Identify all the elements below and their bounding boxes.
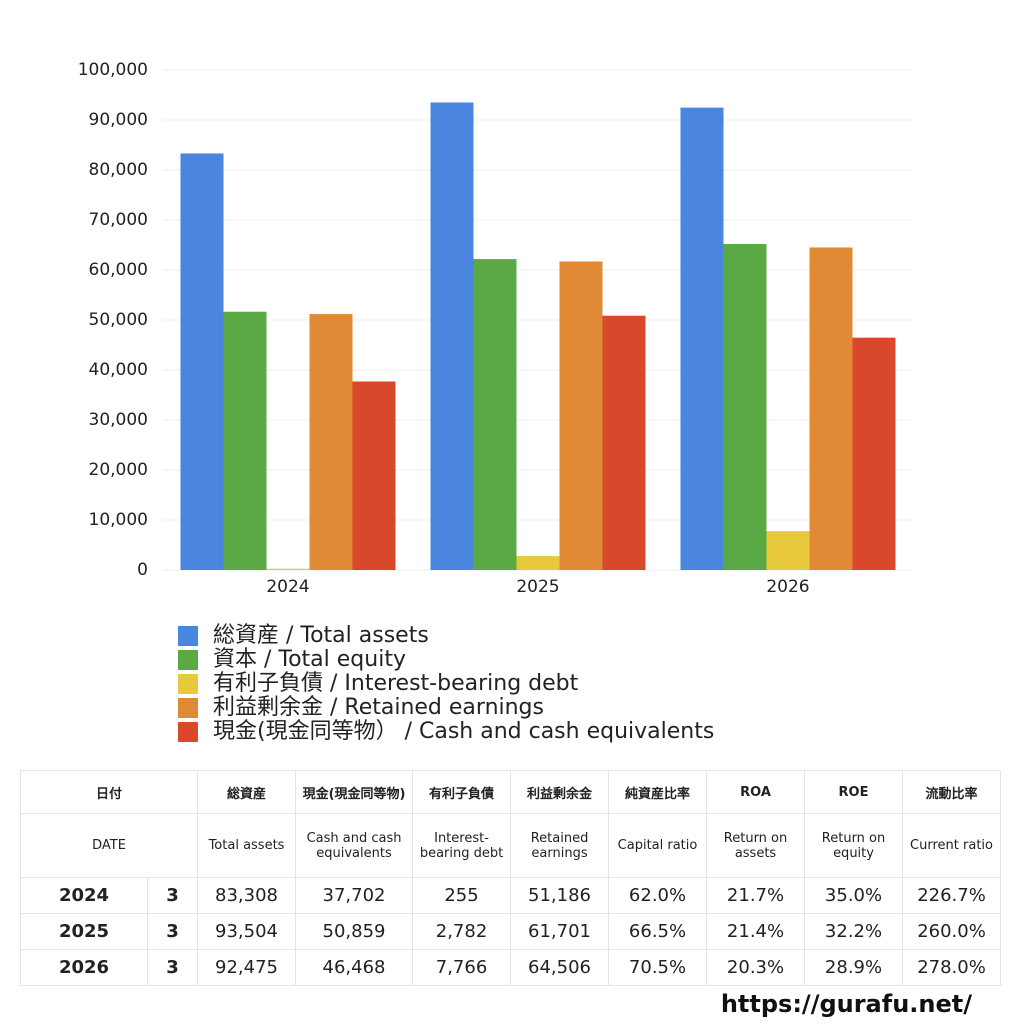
- table-cell: 32.2%: [804, 913, 904, 950]
- y-tick-label: 40,000: [89, 360, 148, 380]
- bar: [766, 531, 810, 570]
- legend-label: 資本 / Total equity: [213, 647, 406, 672]
- bar: [602, 315, 646, 570]
- table-cell: Capital ratio: [608, 813, 708, 878]
- y-tick-label: 60,000: [89, 260, 148, 280]
- legend-swatch: [178, 698, 198, 718]
- table-cell: 37,702: [295, 877, 414, 914]
- bar: [266, 568, 310, 570]
- table-cell: 46,468: [295, 949, 414, 986]
- table-cell: 3: [146, 913, 199, 950]
- table-cell: 2,782: [412, 913, 512, 950]
- data-table: 日付 総資産 現金(現金同等物) 有利子負債 利益剰余金 純資産比率 ROA ROE 流動比率 D…: [19, 770, 1002, 986]
- legend-label: 現金(現金同等物） / Cash and cash equivalents: [213, 719, 714, 744]
- bar: [473, 259, 517, 570]
- table-cell: 255: [412, 877, 512, 914]
- table-cell: 21.4%: [706, 913, 806, 950]
- table-cell: 2025: [20, 913, 148, 950]
- legend-label: 有利子負債 / Interest-bearing debt: [213, 671, 579, 696]
- table-cell: 3: [146, 877, 199, 914]
- table-cell: 利益剰余金: [510, 770, 610, 814]
- table-cell: 21.7%: [706, 877, 806, 914]
- bar: [430, 102, 474, 570]
- table-cell: 日付: [19, 770, 199, 814]
- table-cell: 260.0%: [902, 913, 1002, 950]
- table-cell: Return on equity: [804, 813, 904, 878]
- y-tick-label: 70,000: [89, 210, 148, 230]
- y-tick-label: 100,000: [78, 60, 148, 80]
- table-cell: 61,701: [510, 913, 610, 950]
- table-cell: 66.5%: [608, 913, 708, 950]
- table-cell: Cash and cash equivalents: [295, 813, 414, 878]
- table-cell: 92,475: [197, 949, 297, 986]
- y-tick-label: 20,000: [89, 460, 148, 480]
- table-cell: ROA: [706, 770, 806, 814]
- x-tick-label: 2024: [266, 577, 309, 597]
- table-cell: 70.5%: [608, 949, 708, 986]
- legend-swatch: [178, 650, 198, 670]
- table-cell: 現金(現金同等物): [295, 770, 414, 814]
- y-tick-label: 50,000: [89, 310, 148, 330]
- site-url: https://gurafu.net/: [720, 990, 972, 1018]
- legend-label: 総資産 / Total assets: [213, 623, 429, 648]
- bar: [680, 107, 724, 570]
- bar: [223, 311, 267, 570]
- table-cell: Retained earnings: [510, 813, 610, 878]
- table-cell: 278.0%: [902, 949, 1002, 986]
- table-cell: 28.9%: [804, 949, 904, 986]
- table-cell: 流動比率: [902, 770, 1002, 814]
- table-cell: 93,504: [197, 913, 297, 950]
- table-cell: 35.0%: [804, 877, 904, 914]
- table-cell: 62.0%: [608, 877, 708, 914]
- table-cell: DATE: [19, 813, 199, 878]
- x-tick-label: 2025: [516, 577, 559, 597]
- chart: 0 10,000 20,000 30,000 40,000 50,000 60,000 70,…: [78, 60, 913, 744]
- table-cell: 総資産: [197, 770, 297, 814]
- legend-swatch: [178, 722, 198, 742]
- table-cell: 2024: [20, 877, 148, 914]
- bar: [809, 247, 853, 570]
- table-cell: Return on assets: [706, 813, 806, 878]
- table-cell: 64,506: [510, 949, 610, 986]
- table-row: 日付 総資産 現金(現金同等物) 有利子負債 利益剰余金 純資産比率 ROA ROE 流動比率: [19, 770, 1002, 814]
- table-cell: Current ratio: [902, 813, 1002, 878]
- table-cell: Total assets: [197, 813, 297, 878]
- table-row: 2026 3 92,475 46,468 7,766 64,506 70.5% 20.3% 28…: [20, 949, 1002, 986]
- bar: [309, 314, 353, 570]
- table-row: 2025 3 93,504 50,859 2,782 61,701 66.5% 21.4% 32…: [20, 913, 1002, 950]
- table-cell: Interest-bearing debt: [412, 813, 512, 878]
- bar: [516, 556, 560, 570]
- table-cell: 有利子負債: [412, 770, 512, 814]
- table-row: 2024 3 83,308 37,702 255 51,186 62.0% 21.7% 35.0…: [20, 877, 1002, 914]
- x-tick-label: 2026: [766, 577, 809, 597]
- bar: [852, 337, 896, 570]
- table-row: DATE Total assets Cash and cash equivalent…: [19, 813, 1002, 878]
- legend-label: 利益剰余金 / Retained earnings: [213, 695, 544, 720]
- table-cell: 50,859: [295, 913, 414, 950]
- table-cell: 226.7%: [902, 877, 1002, 914]
- table-cell: 20.3%: [706, 949, 806, 986]
- table-cell: ROE: [804, 770, 904, 814]
- legend-swatch: [178, 674, 198, 694]
- bar: [559, 261, 603, 570]
- legend-swatch: [178, 626, 198, 646]
- y-tick-label: 0: [137, 560, 148, 580]
- table-cell: 3: [146, 949, 199, 986]
- table-cell: 純資産比率: [608, 770, 708, 814]
- y-tick-label: 30,000: [89, 410, 148, 430]
- table-cell: 83,308: [197, 877, 297, 914]
- table-cell: 7,766: [412, 949, 512, 986]
- bar: [352, 381, 396, 570]
- table-cell: 2026: [20, 949, 148, 986]
- y-tick-label: 90,000: [89, 110, 148, 130]
- y-tick-label: 80,000: [89, 160, 148, 180]
- table-cell: 51,186: [510, 877, 610, 914]
- bar: [723, 244, 767, 570]
- bar: [180, 153, 224, 570]
- y-tick-label: 10,000: [89, 510, 148, 530]
